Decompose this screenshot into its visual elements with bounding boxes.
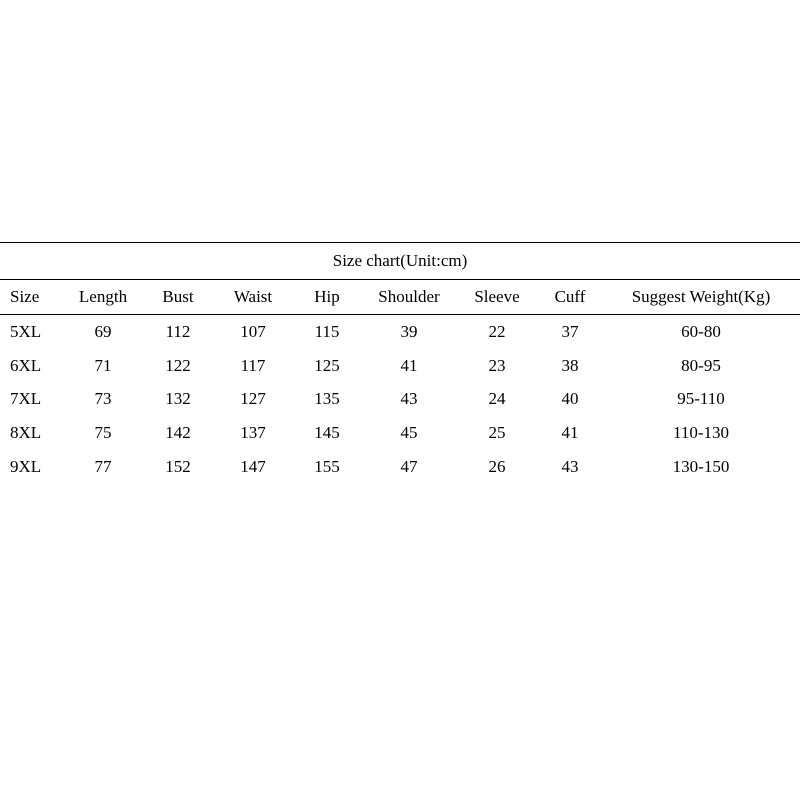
table-title: Size chart(Unit:cm) [0,242,800,280]
col-header-bust: Bust [142,280,214,314]
table-header-row: Size Length Bust Waist Hip Shoulder Slee… [0,280,800,314]
cell-bust: 152 [142,450,214,484]
cell-weight: 95-110 [602,382,800,416]
cell-waist: 117 [214,349,292,383]
col-header-sleeve: Sleeve [456,280,538,314]
cell-cuff: 38 [538,349,602,383]
col-header-hip: Hip [292,280,362,314]
cell-sleeve: 22 [456,314,538,348]
cell-hip: 125 [292,349,362,383]
cell-hip: 135 [292,382,362,416]
size-chart: Size chart(Unit:cm) Size Length Bust Wai… [0,242,800,484]
cell-shoulder: 43 [362,382,456,416]
cell-size: 7XL [0,382,64,416]
size-table: Size Length Bust Waist Hip Shoulder Slee… [0,280,800,484]
cell-size: 6XL [0,349,64,383]
page: Size chart(Unit:cm) Size Length Bust Wai… [0,0,800,800]
col-header-waist: Waist [214,280,292,314]
cell-length: 69 [64,314,142,348]
cell-size: 5XL [0,314,64,348]
cell-bust: 142 [142,416,214,450]
cell-shoulder: 45 [362,416,456,450]
table-row: 6XL 71 122 117 125 41 23 38 80-95 [0,349,800,383]
cell-waist: 127 [214,382,292,416]
cell-size: 9XL [0,450,64,484]
col-header-shoulder: Shoulder [362,280,456,314]
cell-length: 75 [64,416,142,450]
cell-cuff: 40 [538,382,602,416]
cell-length: 77 [64,450,142,484]
table-row: 5XL 69 112 107 115 39 22 37 60-80 [0,314,800,348]
cell-length: 73 [64,382,142,416]
table-row: 8XL 75 142 137 145 45 25 41 110-130 [0,416,800,450]
cell-bust: 132 [142,382,214,416]
cell-waist: 147 [214,450,292,484]
col-header-size: Size [0,280,64,314]
cell-cuff: 43 [538,450,602,484]
table-row: 9XL 77 152 147 155 47 26 43 130-150 [0,450,800,484]
cell-length: 71 [64,349,142,383]
col-header-length: Length [64,280,142,314]
cell-weight: 80-95 [602,349,800,383]
cell-cuff: 37 [538,314,602,348]
cell-hip: 155 [292,450,362,484]
table-row: 7XL 73 132 127 135 43 24 40 95-110 [0,382,800,416]
cell-weight: 110-130 [602,416,800,450]
cell-waist: 107 [214,314,292,348]
cell-sleeve: 25 [456,416,538,450]
cell-waist: 137 [214,416,292,450]
cell-shoulder: 47 [362,450,456,484]
cell-hip: 115 [292,314,362,348]
cell-cuff: 41 [538,416,602,450]
cell-sleeve: 26 [456,450,538,484]
cell-bust: 112 [142,314,214,348]
cell-sleeve: 23 [456,349,538,383]
cell-weight: 130-150 [602,450,800,484]
col-header-cuff: Cuff [538,280,602,314]
cell-sleeve: 24 [456,382,538,416]
col-header-weight: Suggest Weight(Kg) [602,280,800,314]
cell-weight: 60-80 [602,314,800,348]
cell-hip: 145 [292,416,362,450]
cell-shoulder: 39 [362,314,456,348]
cell-shoulder: 41 [362,349,456,383]
cell-bust: 122 [142,349,214,383]
cell-size: 8XL [0,416,64,450]
